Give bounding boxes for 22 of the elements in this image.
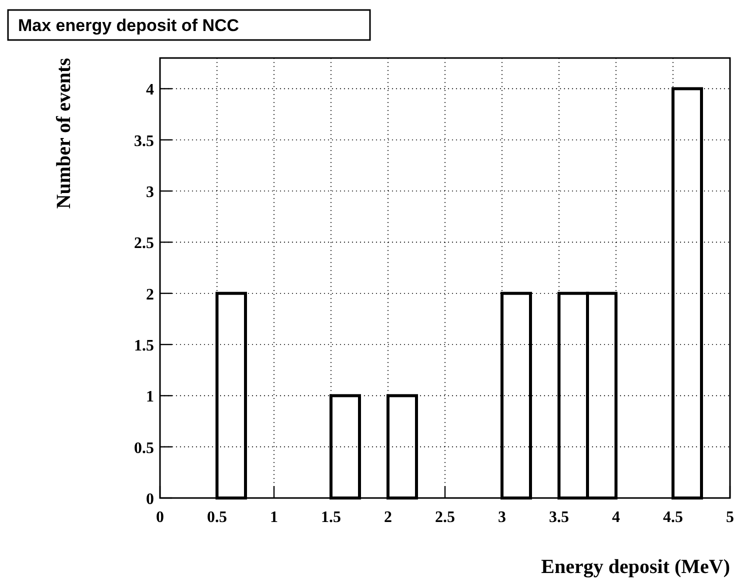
- y-tick-label: 3.5: [134, 132, 154, 150]
- x-tick-label: 4.5: [663, 509, 683, 526]
- y-tick-label: 3: [146, 184, 154, 202]
- y-tick-label: 4: [146, 82, 154, 99]
- y-tick-label: 0.5: [134, 440, 154, 457]
- y-axis-title: Number of events: [53, 58, 75, 209]
- x-tick-label: 4: [612, 509, 620, 526]
- chart-title: Max energy deposit of NCC: [18, 16, 240, 35]
- x-tick-label: 2: [384, 509, 392, 526]
- y-tick-label: 0: [146, 491, 154, 508]
- x-tick-label: 1.5: [321, 509, 341, 526]
- x-tick-label: 5: [726, 509, 734, 526]
- y-tick-label: 2: [146, 286, 154, 304]
- x-tick-label: 1: [270, 509, 278, 526]
- x-tick-label: 3.5: [549, 509, 569, 526]
- x-tick-label: 0.5: [207, 509, 227, 526]
- y-tick-label: 1.5: [134, 338, 154, 355]
- y-tick-label: 1: [146, 388, 154, 406]
- x-axis-title: Energy deposit (MeV): [541, 556, 730, 578]
- x-tick-label: 3: [498, 509, 506, 526]
- x-tick-label: 2.5: [435, 509, 455, 526]
- y-tick-label: 2.5: [134, 235, 154, 252]
